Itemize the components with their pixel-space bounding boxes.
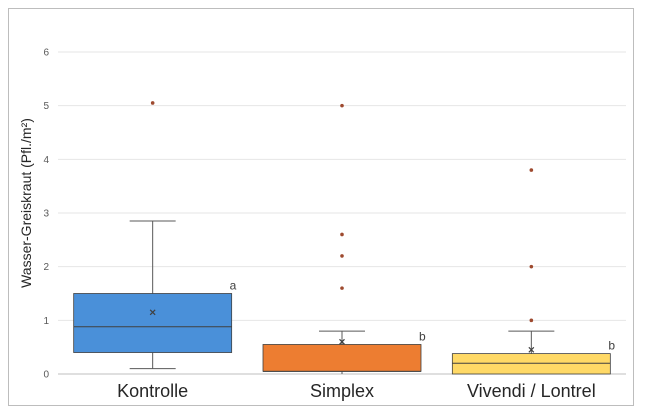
y-tick-label: 1 (43, 316, 49, 327)
significance-letter: b (608, 339, 615, 353)
category-label: Simplex (310, 381, 374, 401)
mean-marker (339, 338, 345, 345)
box (262, 344, 422, 372)
y-tick-label: 5 (43, 101, 49, 112)
outlier-point (340, 286, 344, 290)
y-axis-ticks: 0 1 2 3 4 5 6 (43, 48, 49, 381)
category-label: Vivendi / Lontrel (467, 381, 596, 401)
outlier-point (340, 232, 344, 237)
outlier-point (529, 318, 534, 323)
category-label: Kontrolle (117, 381, 188, 401)
category-labels: Kontrolle Simplex Vivendi / Lontrel (117, 381, 596, 401)
outlier-point (340, 103, 344, 108)
significance-letter: b (419, 329, 426, 343)
box-group-1: b (262, 103, 426, 374)
y-tick-label: 3 (43, 209, 49, 220)
outlier-point (529, 168, 534, 172)
chart-frame: 0 1 2 3 4 5 6 a b b Kontrolle Simplex Vivendi / Lo… (8, 8, 634, 406)
y-tick-label: 4 (43, 155, 49, 166)
outlier-point (150, 101, 155, 105)
box-group-0: a (73, 101, 237, 370)
y-tick-label: 6 (43, 48, 49, 59)
box (73, 293, 233, 353)
box (451, 353, 611, 375)
mean-marker (528, 346, 535, 353)
mean-marker (149, 309, 156, 316)
y-tick-label: 2 (43, 262, 49, 273)
boxplot-chart: 0 1 2 3 4 5 6 a b b Kontrolle Simplex Vivendi / Lo… (18, 48, 626, 401)
outlier-point (340, 254, 344, 258)
y-axis-title: Wasser-Greiskraut (Pfl./m²) (18, 118, 34, 288)
outlier-point (529, 264, 534, 269)
significance-letter: a (230, 279, 237, 293)
y-tick-label: 0 (43, 370, 49, 381)
box-group-2: b (451, 168, 615, 375)
box-series: a b b (73, 101, 615, 375)
